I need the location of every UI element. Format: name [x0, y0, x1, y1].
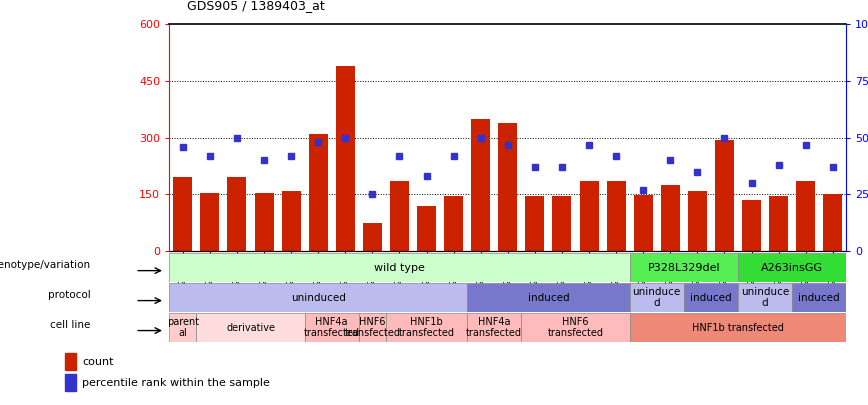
Bar [687, 191, 707, 251]
Bar [738, 253, 846, 282]
Text: protocol: protocol [48, 290, 91, 300]
Text: derivative: derivative [226, 323, 275, 333]
Bar [254, 192, 273, 251]
Bar [498, 123, 517, 251]
Bar [823, 194, 842, 251]
Bar [169, 283, 467, 312]
Text: genotype/variation: genotype/variation [0, 260, 91, 270]
Text: parent
al: parent al [167, 317, 199, 339]
Bar [629, 253, 738, 282]
Text: HNF6
transfected: HNF6 transfected [345, 317, 400, 339]
Bar [742, 200, 761, 251]
Bar [386, 313, 467, 342]
Bar [336, 66, 355, 251]
Text: HNF4a
transfected: HNF4a transfected [304, 317, 359, 339]
Text: HNF6
transfected: HNF6 transfected [548, 317, 603, 339]
Bar [65, 374, 76, 391]
Bar [196, 313, 305, 342]
Bar [390, 181, 409, 251]
Text: percentile rank within the sample: percentile rank within the sample [82, 378, 270, 388]
Text: wild type: wild type [374, 263, 425, 273]
Bar [467, 313, 522, 342]
Bar [629, 313, 846, 342]
Text: induced: induced [799, 293, 840, 303]
Bar [227, 177, 247, 251]
Text: HNF4a
transfected: HNF4a transfected [466, 317, 523, 339]
Bar [281, 191, 300, 251]
Bar [363, 223, 382, 251]
Text: count: count [82, 357, 114, 367]
Bar [607, 181, 626, 251]
Bar [309, 134, 328, 251]
Bar [358, 313, 386, 342]
Text: A263insGG: A263insGG [761, 263, 823, 273]
Bar [792, 283, 846, 312]
Bar [467, 283, 629, 312]
Bar [169, 313, 196, 342]
Bar [417, 206, 436, 251]
Text: GDS905 / 1389403_at: GDS905 / 1389403_at [187, 0, 325, 12]
Bar [471, 119, 490, 251]
Bar [769, 196, 788, 251]
Bar [174, 177, 193, 251]
Bar [522, 313, 629, 342]
Bar [796, 181, 815, 251]
Bar [65, 354, 76, 371]
Bar [305, 313, 358, 342]
Bar [525, 196, 544, 251]
Bar [661, 185, 680, 251]
Text: uninduce
d: uninduce d [633, 287, 681, 309]
Bar [444, 196, 464, 251]
Bar [552, 196, 571, 251]
Bar [684, 283, 738, 312]
Text: HNF1b
transfected: HNF1b transfected [398, 317, 455, 339]
Text: cell line: cell line [50, 320, 91, 330]
Bar [715, 140, 734, 251]
Bar [629, 283, 684, 312]
Bar [738, 283, 792, 312]
Text: induced: induced [528, 293, 569, 303]
Bar [169, 253, 629, 282]
Bar [201, 192, 220, 251]
Text: HNF1b transfected: HNF1b transfected [692, 323, 784, 333]
Text: induced: induced [690, 293, 732, 303]
Bar [634, 195, 653, 251]
Text: uninduce
d: uninduce d [741, 287, 789, 309]
Text: uninduced: uninduced [291, 293, 345, 303]
Bar [580, 181, 599, 251]
Text: P328L329del: P328L329del [648, 263, 720, 273]
